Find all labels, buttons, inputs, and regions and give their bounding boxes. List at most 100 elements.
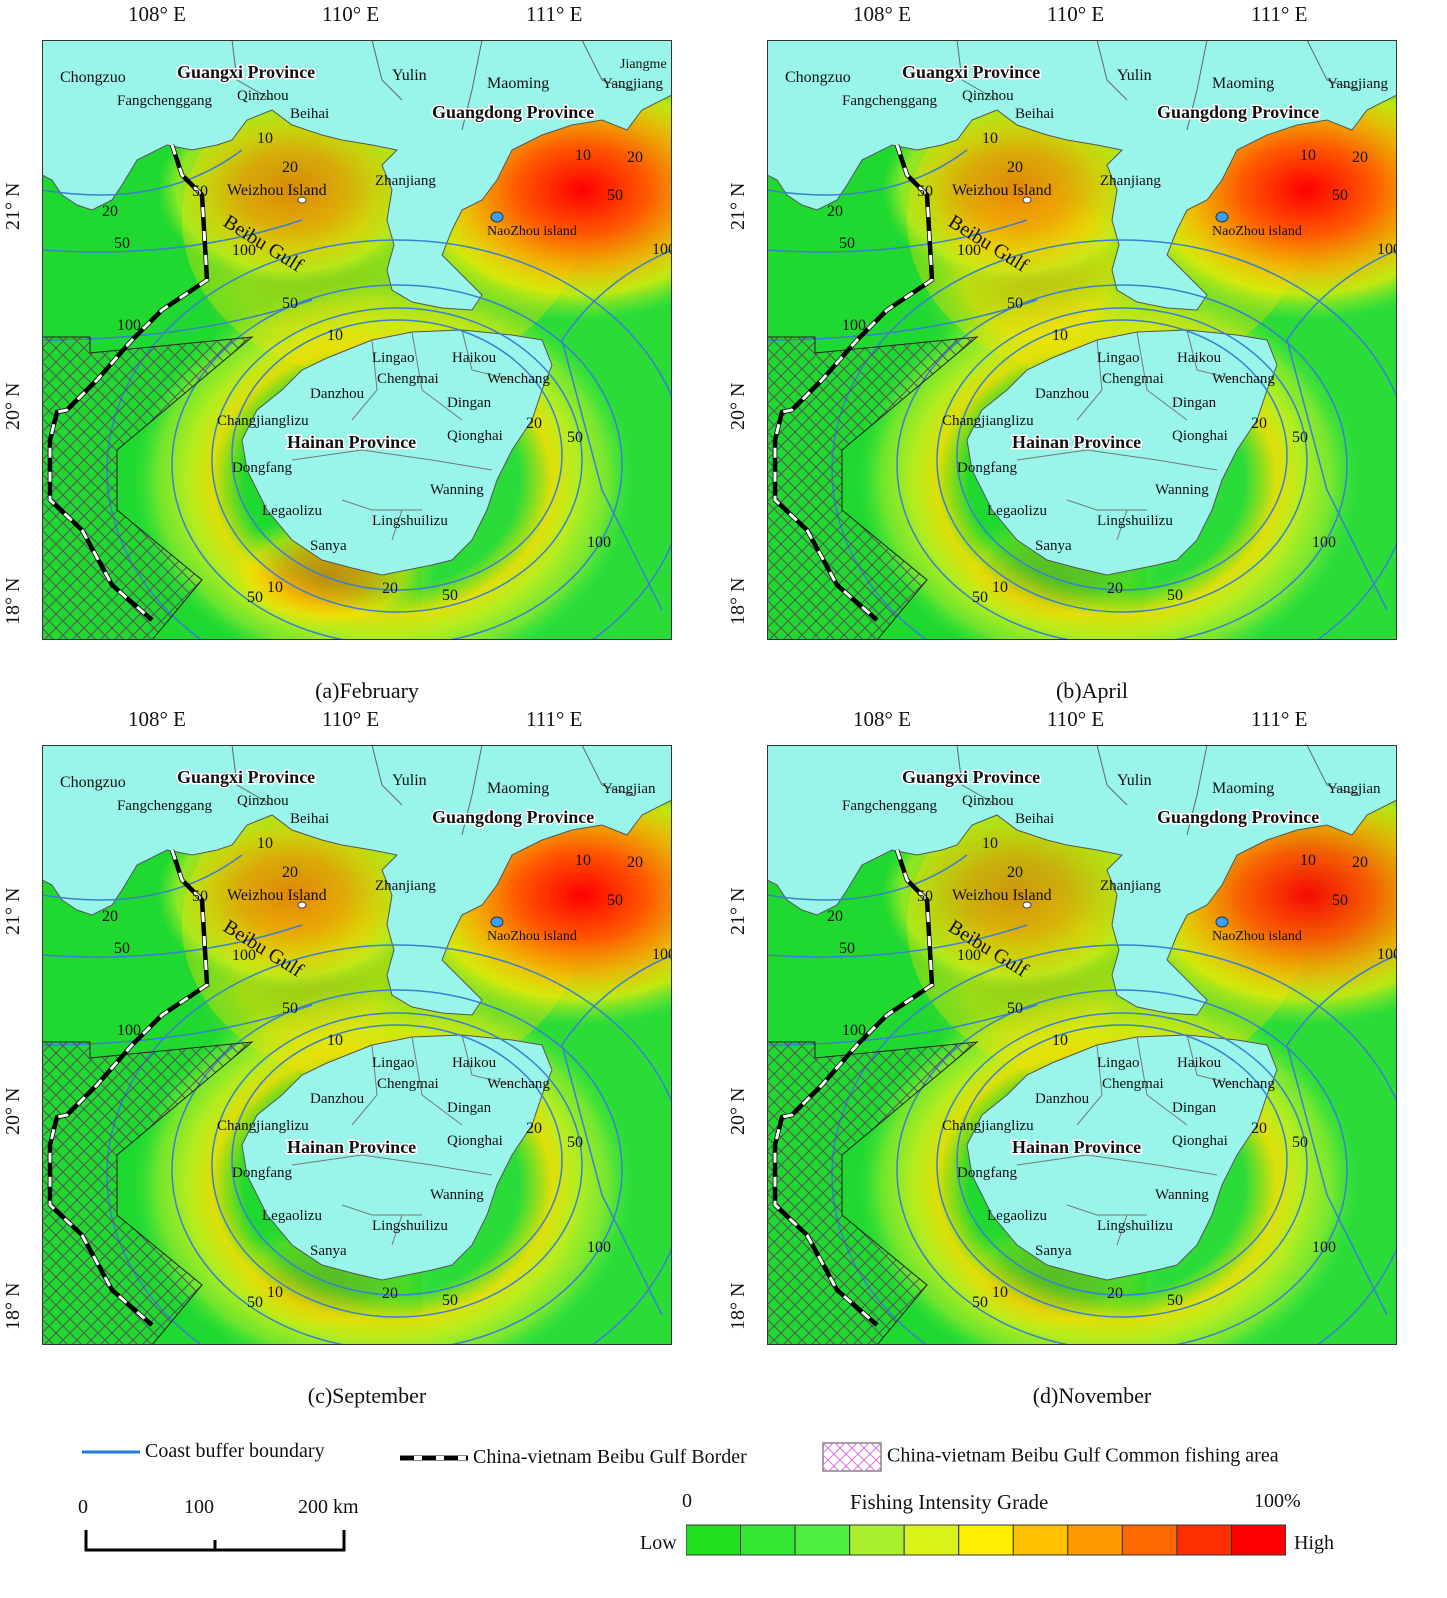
place-label-wanning: Wanning xyxy=(1155,1187,1209,1203)
intensity-legend: 0 Fishing Intensity Grade 100% Low High xyxy=(630,1490,1350,1570)
place-label-changjiang: Changjianglizu xyxy=(217,1118,309,1134)
intensity-min-label: 0 xyxy=(682,1490,692,1512)
place-label-lingao: Lingao xyxy=(372,350,415,366)
intensity-grade-swatch xyxy=(794,1524,851,1556)
contour-label: 20 xyxy=(282,864,298,881)
contour-label: 100 xyxy=(652,946,672,963)
contour-label: 50 xyxy=(1167,1292,1183,1309)
place-label-beihai: Beihai xyxy=(1015,811,1054,827)
place-label-chengmai: Chengmai xyxy=(1102,1076,1164,1092)
contour-label: 100 xyxy=(587,534,611,551)
contour-label: 50 xyxy=(442,587,458,604)
intensity-ramp xyxy=(686,1524,1286,1556)
contour-label: 10 xyxy=(1052,1032,1068,1049)
legend-coast-buffer: Coast buffer boundary xyxy=(82,1440,442,1463)
panel-caption: (b)April xyxy=(1055,678,1129,703)
place-label-qionghai: Qionghai xyxy=(447,1133,503,1149)
latitude-tick: 18° N xyxy=(727,1282,749,1330)
hainan-island xyxy=(241,329,553,576)
common-fishing-area xyxy=(767,1041,979,1345)
place-label-chengmai: Chengmai xyxy=(377,1076,439,1092)
place-label-fangchenggang: Fangchenggang xyxy=(842,93,937,109)
place-label-maoming: Maoming xyxy=(487,75,549,92)
latitude-tick: 18° N xyxy=(2,577,24,625)
longitude-tick: 111° E xyxy=(526,707,583,731)
place-label-zhanjiang: Zhanjiang xyxy=(1100,878,1161,894)
place-label-yangjiang: Yangjian xyxy=(602,781,656,797)
contour-label: 10 xyxy=(327,1032,343,1049)
place-label-qinzhou: Qinzhou xyxy=(962,793,1014,809)
contour-label: 50 xyxy=(567,1134,583,1151)
contour-label: 100 xyxy=(652,241,672,258)
place-label-zhanjiang: Zhanjiang xyxy=(1100,173,1161,189)
place-label-danzhou: Danzhou xyxy=(1035,386,1090,402)
fishing-intensity-map: 10 10 10 10 20 20 20 20 20 50 50 50 50 50 50 50 100 100 10… xyxy=(42,745,672,1345)
place-label-dongfang: Dongfang xyxy=(957,460,1017,476)
intensity-grade-swatch xyxy=(1176,1524,1232,1556)
place-label-hainan: Hainan Province xyxy=(287,432,416,452)
mainland-china xyxy=(767,40,1397,311)
place-label-dingan: Dingan xyxy=(1172,1100,1217,1116)
longitude-tick: 108° E xyxy=(128,2,186,26)
place-label-haikou: Haikou xyxy=(452,350,497,366)
place-label-lingshui: Lingshuilizu xyxy=(1097,1218,1173,1234)
place-label-guangdong: Guangdong Province xyxy=(1157,807,1319,827)
place-label-danzhou: Danzhou xyxy=(310,386,365,402)
contour-label: 10 xyxy=(257,835,273,852)
contour-label: 50 xyxy=(114,235,130,252)
contour-label: 10 xyxy=(982,835,998,852)
contour-label: 20 xyxy=(526,415,542,432)
contour-label: 100 xyxy=(1377,241,1397,258)
scale-bar: 0 100 200 km xyxy=(60,1492,400,1562)
place-label-ledong: Legaolizu xyxy=(262,503,322,519)
place-label-fangchenggang: Fangchenggang xyxy=(842,798,937,814)
place-label-chongzuo: Chongzuo xyxy=(785,69,851,86)
longitude-tick: 110° E xyxy=(1047,707,1105,731)
latitude-tick: 20° N xyxy=(2,1087,24,1135)
place-label-qinzhou: Qinzhou xyxy=(237,793,289,809)
place-label-sanya: Sanya xyxy=(310,538,347,554)
coast-buffer-swatch xyxy=(82,1450,140,1454)
contour-label: 100 xyxy=(587,1239,611,1256)
contour-label: 10 xyxy=(982,130,998,147)
contour-label: 100 xyxy=(232,242,256,259)
contour-label: 10 xyxy=(992,579,1008,596)
contour-label: 50 xyxy=(1292,429,1308,446)
border-swatch xyxy=(400,1455,468,1462)
hainan-island xyxy=(241,1034,553,1281)
mainland-china xyxy=(42,40,672,311)
latitude-tick: 20° N xyxy=(727,382,749,430)
place-label-guangdong: Guangdong Province xyxy=(432,807,594,827)
contour-label: 10 xyxy=(1052,327,1068,344)
longitude-tick: 111° E xyxy=(1251,2,1308,26)
intensity-grade-swatch xyxy=(740,1524,796,1556)
scale-tick-200: 200 km xyxy=(298,1496,359,1518)
place-label-haikou: Haikou xyxy=(1177,350,1222,366)
intensity-grade-swatch xyxy=(1012,1524,1069,1556)
contour-label: 10 xyxy=(267,1284,283,1301)
place-label-guangxi: Guangxi Province xyxy=(177,767,315,787)
panel-caption: (d)November xyxy=(1032,1383,1152,1408)
latitude-tick: 21° N xyxy=(2,182,24,230)
contour-label: 50 xyxy=(1007,295,1023,312)
place-label-lingao: Lingao xyxy=(1097,350,1140,366)
latitude-tick: 21° N xyxy=(2,887,24,935)
contour-label: 10 xyxy=(327,327,343,344)
contour-label: 50 xyxy=(839,940,855,957)
common-fishing-area xyxy=(42,1041,254,1345)
place-label-changjiang: Changjianglizu xyxy=(942,413,1034,429)
scale-tick-0: 0 xyxy=(78,1496,88,1518)
contour-label: 50 xyxy=(917,183,933,200)
place-label-chengmai: Chengmai xyxy=(377,371,439,387)
place-label-weizhou: Weizhou Island xyxy=(952,887,1052,904)
contour-label: 50 xyxy=(282,1000,298,1017)
place-label-sanya: Sanya xyxy=(1035,538,1072,554)
contour-label: 50 xyxy=(607,892,623,909)
hainan-island xyxy=(966,329,1278,576)
contour-label: 100 xyxy=(957,242,981,259)
place-label-naozhou: NaoZhou island xyxy=(1212,224,1302,239)
place-label-guangxi: Guangxi Province xyxy=(902,62,1040,82)
longitude-labels: 108° E 110° E 111° E xyxy=(765,705,1415,735)
place-label-yulin: Yulin xyxy=(392,67,427,84)
place-label-hainan: Hainan Province xyxy=(1012,1137,1141,1157)
